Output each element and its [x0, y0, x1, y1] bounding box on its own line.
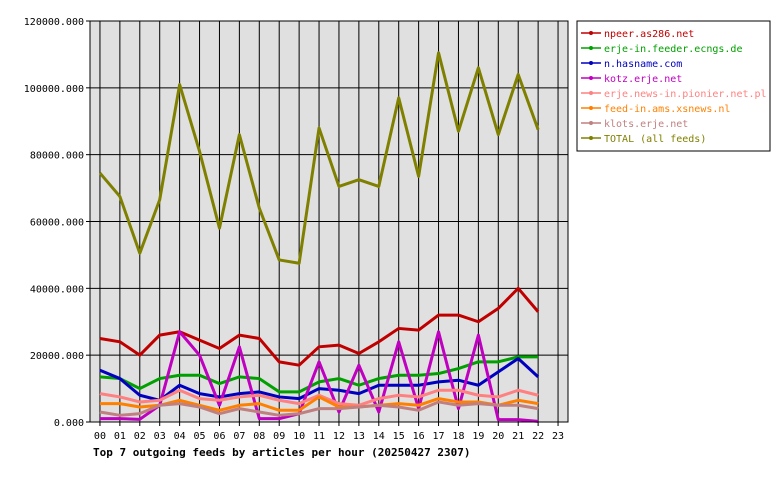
legend-entry: erje-in.feeder.ecngs.de [604, 44, 742, 55]
x-tick-label: 17 [433, 431, 445, 442]
y-tick-label: 100000.000 [24, 84, 84, 95]
series-line-0 [99, 286, 540, 367]
legend-marker [589, 106, 593, 110]
legend-marker [589, 31, 593, 35]
y-tick-label: 40000.000 [30, 284, 84, 295]
legend-marker [589, 46, 593, 50]
series-line-3 [99, 330, 539, 423]
x-axis: 00 01 02 03 04 05 06 07 08 09 10 11 12 13 14 15 16 17 18 19… [94, 422, 564, 442]
x-tick-label: 02 [134, 431, 146, 442]
x-tick-label: 07 [233, 431, 245, 442]
x-tick-label: 12 [333, 431, 345, 442]
legend-entry: TOTAL (all feeds) [604, 134, 706, 145]
legend-marker [589, 136, 593, 140]
x-tick-label: 21 [512, 431, 524, 442]
x-tick-label: 22 [532, 431, 544, 442]
x-tick-label: 11 [313, 431, 325, 442]
x-tick-label: 10 [293, 431, 305, 442]
x-tick-label: 06 [213, 431, 225, 442]
y-tick-label: 60000.000 [30, 218, 84, 229]
x-tick-label: 08 [253, 431, 265, 442]
x-tick-label: 18 [452, 431, 464, 442]
x-tick-label: 05 [194, 431, 206, 442]
x-tick-label: 09 [273, 431, 285, 442]
x-tick-label: 04 [174, 431, 186, 442]
x-tick-label: 20 [492, 431, 504, 442]
x-tick-label: 13 [353, 431, 365, 442]
chart-title: Top 7 outgoing feeds by articles per hou… [93, 446, 471, 459]
legend-entry: n.hasname.com [604, 59, 682, 70]
legend-entry: erje.news-in.pionier.net.pl [604, 89, 767, 100]
series-line-5 [99, 395, 539, 412]
x-tick-label: 03 [154, 431, 166, 442]
legend-entry: kotz.erje.net [604, 74, 682, 85]
series-line-6 [99, 400, 539, 417]
legend-entry: npeer.as286.net [604, 29, 694, 40]
legend-entry: feed-in.ams.xsnews.nl [604, 104, 730, 115]
x-tick-label: 23 [552, 431, 564, 442]
x-tick-label: 00 [94, 431, 106, 442]
y-tick-label: 80000.000 [30, 151, 84, 162]
legend-entry: klots.erje.net [604, 119, 688, 130]
legend-marker [589, 91, 593, 95]
legend-marker [589, 76, 593, 80]
x-tick-label: 01 [114, 431, 126, 442]
grid [90, 20, 568, 423]
y-tick-label: 20000.000 [30, 351, 84, 362]
x-tick-label: 15 [393, 431, 405, 442]
x-tick-label: 14 [373, 431, 385, 442]
series-line-7 [98, 51, 540, 265]
legend-marker [589, 61, 593, 65]
y-tick-label: 0.000 [54, 418, 84, 429]
y-tick-label: 120000.000 [24, 17, 84, 28]
y-axis: 0.000 20000.000 40000.000 60000.000 80000.00… [24, 17, 90, 429]
series-line-1 [99, 355, 539, 394]
series-layer [98, 51, 540, 423]
legend-marker [589, 121, 593, 125]
x-tick-label: 16 [413, 431, 425, 442]
legend-box [576, 20, 771, 152]
legend: npeer.as286.net erje-in.feeder.ecngs.de n.… [576, 20, 771, 152]
series-line-4 [99, 388, 539, 407]
x-tick-label: 19 [472, 431, 484, 442]
